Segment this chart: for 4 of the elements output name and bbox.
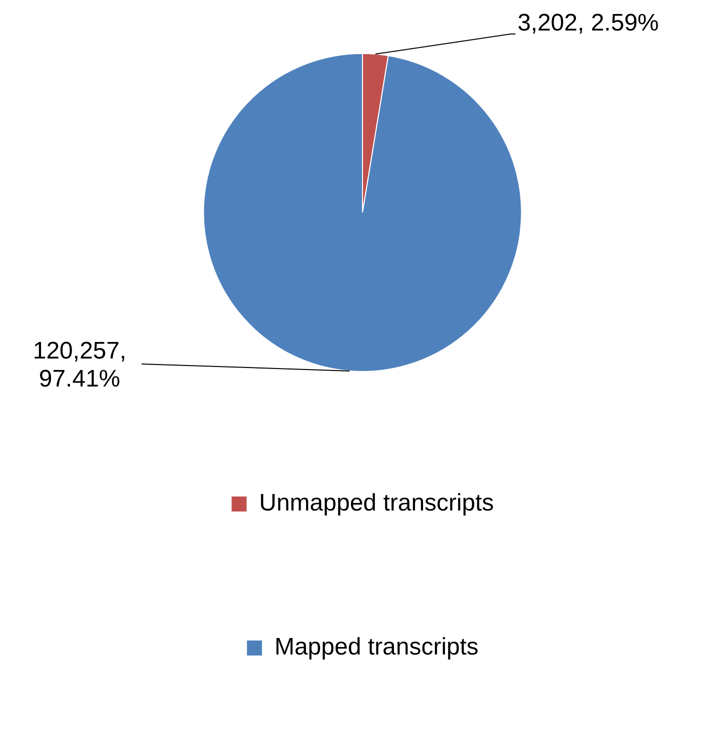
legend-label: Mapped transcripts: [274, 634, 479, 661]
data-label: 120,257, 97.41%: [32, 338, 126, 393]
data-label: 3,202, 2.59%: [517, 10, 659, 37]
legend-label: Unmapped transcripts: [259, 490, 494, 517]
